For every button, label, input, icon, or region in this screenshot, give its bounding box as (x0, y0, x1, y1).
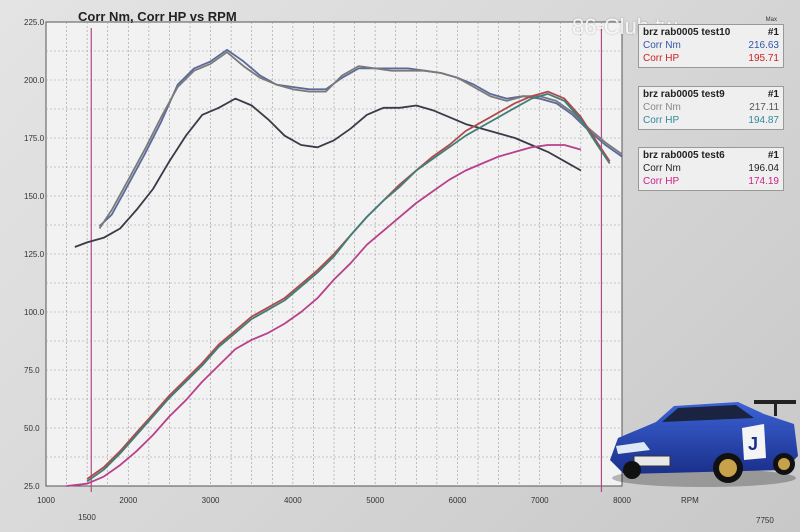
legend-run-header: brz rab0005 test6 #1 (643, 150, 779, 161)
legend-run-number: #1 (767, 150, 779, 161)
x-tick-label: 3000 (202, 496, 220, 505)
x-tick-label: 2000 (119, 496, 137, 505)
legend-max-label: Max (765, 17, 777, 23)
legend-row: Corr HP 174.19 (643, 176, 779, 187)
legend-series-max-value: 217.11 (749, 102, 779, 113)
legend-series-max-value: 216.63 (748, 40, 779, 51)
series-line-hp9 (86, 93, 611, 483)
legend-series-label: Corr HP (643, 115, 680, 126)
legend-run-number: #1 (767, 27, 779, 38)
x-tick-label: 6000 (449, 496, 467, 505)
legend-box: Max brz rab0005 test10 #1 Corr Nm 216.63 Corr… (638, 17, 784, 68)
legend-box: brz rab0005 test6 #1 Corr Nm 196.04 Corr HP 1… (638, 147, 784, 191)
y-tick-label: 200.0 (24, 76, 45, 85)
y-tick-label: 75.0 (24, 366, 40, 375)
legend-series-label: Corr Nm (643, 40, 681, 51)
series-line-nm6 (74, 97, 582, 248)
legend-row: Corr HP 194.87 (643, 115, 779, 126)
y-tick-label: 25.0 (24, 482, 40, 491)
legend-series-label: Corr Nm (643, 102, 681, 113)
legend-series-max-value: 174.19 (748, 176, 779, 187)
legend-series-max-value: 194.87 (748, 115, 779, 126)
x-tick-label: 4000 (284, 496, 302, 505)
legend-row: Corr Nm 216.63 (643, 40, 779, 51)
svg-text:J: J (748, 434, 758, 454)
legend-run-title: brz rab0005 test6 (643, 150, 725, 161)
legend-box: brz rab0005 test9 #1 Corr Nm 217.11 Corr HP 1… (638, 86, 784, 130)
y-tick-label: 175.0 (24, 134, 45, 143)
legend-run-number: #1 (767, 89, 779, 100)
x-extra-label-start: 1500 (78, 513, 96, 522)
legend-series-label: Corr HP (643, 53, 680, 64)
x-tick-label: 1000 (37, 496, 55, 505)
legend-series-label: Corr HP (643, 176, 680, 187)
x-tick-label: 8000 (613, 496, 631, 505)
x-axis-label: RPM (681, 496, 699, 505)
legend-run-title: brz rab0005 test9 (643, 89, 725, 100)
x-extra-label-end: 7750 (756, 516, 774, 525)
legend-row: Corr HP 195.71 (643, 53, 779, 64)
legend-series-label: Corr Nm (643, 163, 681, 174)
x-tick-label: 7000 (531, 496, 549, 505)
x-tick-label: 5000 (366, 496, 384, 505)
chart-title: Corr Nm, Corr HP vs RPM (78, 9, 237, 24)
series-line-hp6 (66, 144, 582, 487)
y-tick-label: 50.0 (24, 424, 40, 433)
legend-series-max-value: 196.04 (748, 163, 779, 174)
y-tick-label: 125.0 (24, 250, 45, 259)
y-tick-label: 225.0 (24, 18, 45, 27)
legend-series-max-value: 195.71 (748, 53, 779, 64)
legend-row: Corr Nm 196.04 (643, 163, 779, 174)
legend-run-header: brz rab0005 test9 #1 (643, 89, 779, 100)
y-tick-label: 150.0 (24, 192, 45, 201)
legend-run-header: brz rab0005 test10 #1 (643, 27, 779, 38)
legend-row: Corr Nm 217.11 (643, 102, 779, 113)
legend-run-title: brz rab0005 test10 (643, 27, 731, 38)
y-tick-label: 100.0 (24, 308, 45, 317)
car-photo-icon: J (610, 400, 798, 487)
